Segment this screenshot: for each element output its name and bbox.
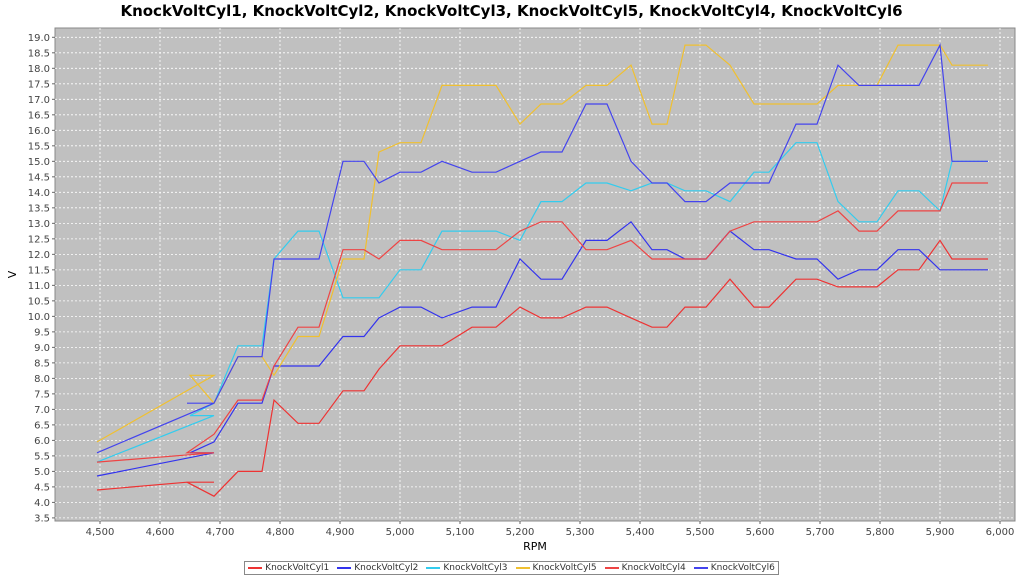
y-tick-label: 4.0 [34, 498, 50, 509]
y-tick-label: 10.0 [28, 312, 50, 323]
legend-swatch [248, 567, 263, 569]
grid-layer [55, 28, 1015, 521]
x-tick-label: 5,900 [926, 527, 955, 538]
y-tick-label: 16.5 [28, 110, 50, 121]
x-tick-label: 5,600 [746, 527, 775, 538]
y-tick-label: 6.0 [34, 436, 50, 447]
y-tick-label: 5.5 [34, 451, 50, 462]
x-tick-label: 5,800 [866, 527, 895, 538]
y-tick-label: 8.5 [34, 358, 50, 369]
x-tick-label: 5,000 [386, 527, 415, 538]
y-tick-label: 10.5 [28, 296, 50, 307]
x-tick-label: 5,700 [806, 527, 835, 538]
y-tick-label: 18.0 [28, 64, 50, 75]
legend: KnockVoltCyl1 KnockVoltCyl2 KnockVoltCyl3 K… [0, 561, 1023, 575]
tick-layer: 4,500 4,600 4,700 4,800 4,900 5,000 5,100 5,200… [28, 33, 1015, 538]
y-tick-label: 17.5 [28, 79, 50, 90]
legend-label: KnockVoltCyl5 [532, 563, 597, 573]
y-tick-label: 12.5 [28, 234, 50, 245]
x-tick-label: 4,700 [206, 527, 235, 538]
y-axis-label: V [6, 270, 19, 278]
x-tick-label: 5,300 [566, 527, 595, 538]
legend-box: KnockVoltCyl1 KnockVoltCyl2 KnockVoltCyl3 K… [244, 561, 779, 575]
series-line-knockvoltcyl4 [96, 182, 988, 463]
x-tick-label: 5,100 [446, 527, 475, 538]
legend-item: KnockVoltCyl1 [248, 563, 329, 573]
legend-swatch [337, 567, 352, 569]
y-tick-label: 14.5 [28, 172, 50, 183]
x-tick-label: 4,600 [146, 527, 175, 538]
series-line-knockvoltcyl1 [96, 239, 988, 497]
y-tick-label: 13.5 [28, 203, 50, 214]
y-tick-label: 9.5 [34, 327, 50, 338]
legend-swatch [426, 567, 441, 569]
legend-label: KnockVoltCyl4 [621, 563, 686, 573]
y-tick-label: 7.5 [34, 389, 50, 400]
y-tick-label: 16.0 [28, 126, 50, 137]
x-tick-label: 6,000 [986, 527, 1015, 538]
y-tick-label: 5.0 [34, 467, 50, 478]
legend-label: KnockVoltCyl3 [443, 563, 508, 573]
series-line-knockvoltcyl5 [96, 44, 988, 443]
x-tick-label: 5,200 [506, 527, 535, 538]
y-tick-label: 15.0 [28, 157, 50, 168]
y-tick-label: 19.0 [28, 33, 50, 44]
series-layer [96, 43, 988, 497]
legend-item: KnockVoltCyl2 [337, 563, 418, 573]
legend-label: KnockVoltCyl1 [265, 563, 330, 573]
y-tick-label: 17.0 [28, 95, 50, 106]
y-tick-label: 14.0 [28, 188, 50, 199]
y-tick-label: 11.5 [28, 265, 50, 276]
legend-item: KnockVoltCyl3 [426, 563, 508, 573]
legend-label: KnockVoltCyl2 [354, 563, 419, 573]
chart-svg: 4,500 4,600 4,700 4,800 4,900 5,000 5,100 5,200… [6, 27, 1016, 553]
y-tick-label: 7.0 [34, 405, 50, 416]
series-line-knockvoltcyl3 [96, 142, 988, 463]
series-line-knockvoltcyl2 [96, 220, 988, 477]
y-tick-label: 4.5 [34, 482, 50, 493]
plot-area-background [54, 27, 1016, 522]
series-line-knockvoltcyl6 [96, 43, 988, 454]
x-tick-label: 4,900 [326, 527, 355, 538]
y-tick-label: 18.5 [28, 48, 50, 59]
y-tick-label: 9.0 [34, 343, 50, 354]
x-axis-label: RPM [523, 540, 547, 553]
y-tick-label: 8.0 [34, 374, 50, 385]
y-tick-label: 6.5 [34, 420, 50, 431]
x-tick-label: 5,500 [686, 527, 715, 538]
chart-title: KnockVoltCyl1, KnockVoltCyl2, KnockVoltC… [120, 2, 903, 20]
y-tick-label: 3.5 [34, 513, 50, 524]
x-tick-label: 5,400 [626, 527, 655, 538]
y-tick-label: 13.0 [28, 219, 50, 230]
legend-item: KnockVoltCyl4 [604, 563, 686, 573]
legend-swatch [515, 567, 530, 569]
legend-item: KnockVoltCyl5 [515, 563, 597, 573]
legend-item: KnockVoltCyl6 [693, 563, 775, 573]
y-tick-label: 11.0 [28, 281, 50, 292]
x-tick-label: 4,800 [266, 527, 295, 538]
y-tick-label: 15.5 [28, 141, 50, 152]
legend-swatch [693, 567, 708, 569]
legend-label: KnockVoltCyl6 [710, 563, 775, 573]
x-tick-label: 4,500 [86, 527, 115, 538]
y-tick-label: 12.0 [28, 250, 50, 261]
legend-swatch [604, 567, 619, 569]
